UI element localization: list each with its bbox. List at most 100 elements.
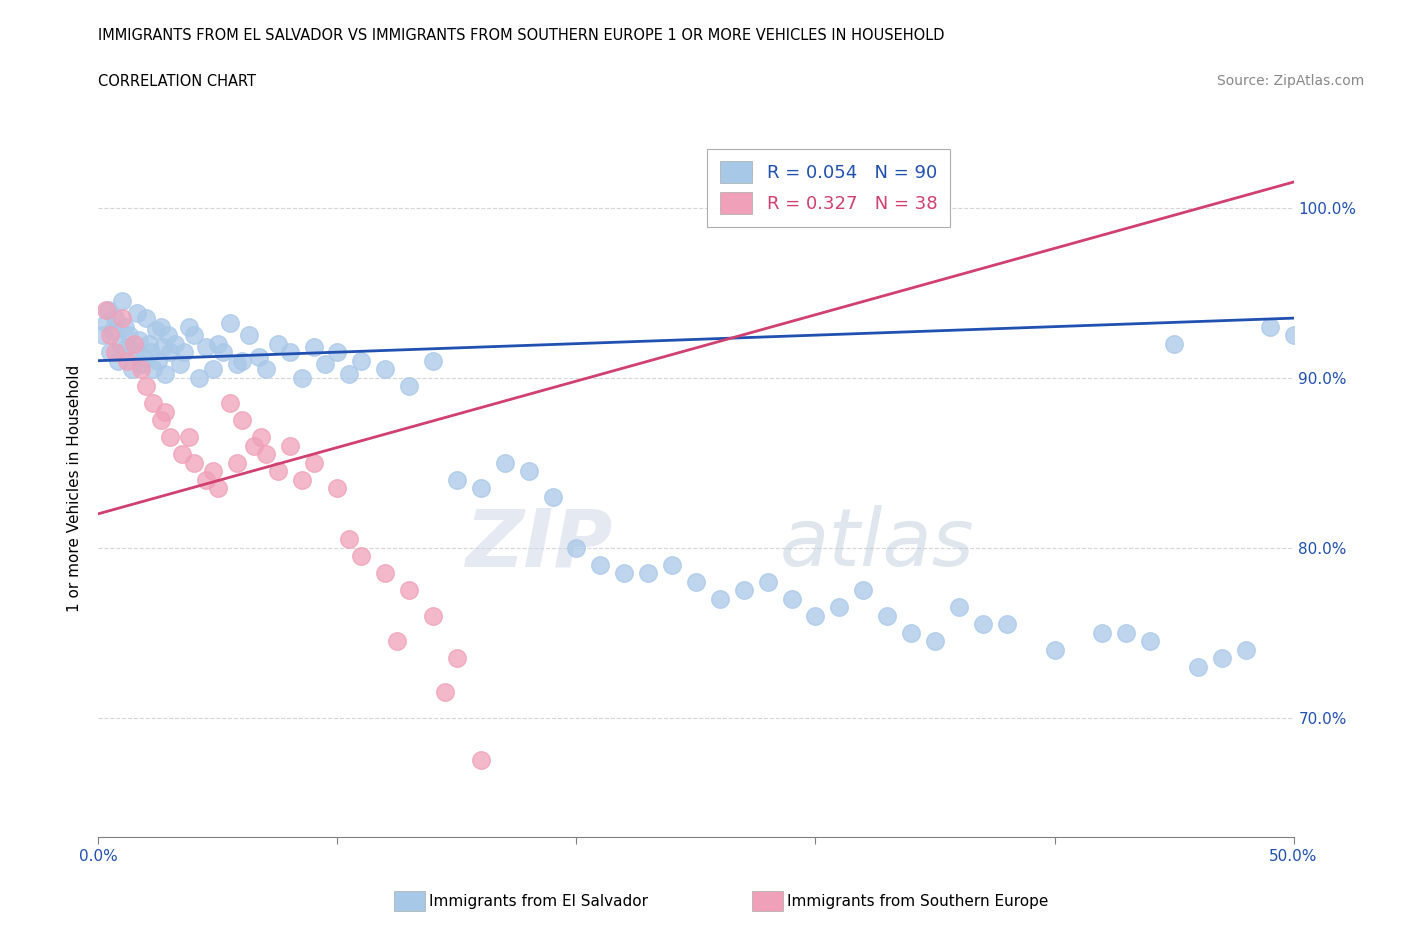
Point — [243, 438, 266, 453]
Point — [374, 362, 396, 377]
Point — [155, 366, 177, 381]
Point — [104, 345, 127, 360]
Point — [494, 456, 516, 471]
Point — [756, 575, 779, 590]
Legend: R = 0.054   N = 90, R = 0.327   N = 38: R = 0.054 N = 90, R = 0.327 N = 38 — [707, 149, 950, 227]
Point — [159, 430, 181, 445]
Point — [398, 583, 420, 598]
Point — [1043, 643, 1066, 658]
Point — [433, 685, 456, 700]
Point — [422, 353, 444, 368]
Point — [302, 456, 325, 471]
Point — [142, 396, 165, 411]
Point — [1163, 337, 1185, 352]
Point — [254, 362, 277, 377]
Point — [1211, 651, 1233, 666]
Point — [131, 356, 153, 371]
Point — [517, 464, 540, 479]
Point — [948, 600, 970, 615]
Point — [267, 337, 290, 352]
Point — [231, 353, 253, 368]
Point — [94, 302, 117, 317]
Point — [207, 337, 229, 352]
Point — [101, 323, 124, 338]
Point — [173, 345, 195, 360]
Point — [900, 625, 922, 640]
Point — [111, 311, 134, 325]
Point — [124, 345, 146, 360]
Point — [339, 532, 360, 547]
Point — [135, 311, 157, 325]
Point — [219, 396, 242, 411]
Point — [226, 456, 249, 471]
Point — [145, 323, 167, 338]
Point — [183, 456, 205, 471]
Point — [156, 327, 179, 342]
Point — [924, 634, 946, 649]
Point — [104, 311, 127, 325]
Point — [131, 362, 153, 377]
Point — [374, 565, 396, 580]
Point — [202, 362, 225, 377]
Point — [107, 353, 129, 368]
Point — [125, 306, 148, 321]
Point — [179, 430, 201, 445]
Point — [211, 345, 233, 360]
Point — [589, 557, 612, 572]
Y-axis label: 1 or more Vehicles in Household: 1 or more Vehicles in Household — [67, 365, 83, 612]
Point — [114, 319, 136, 334]
Point — [172, 446, 194, 461]
Point — [169, 356, 191, 371]
Point — [709, 591, 731, 606]
Point — [183, 327, 205, 342]
Point — [91, 327, 114, 342]
Point — [219, 316, 242, 331]
Point — [194, 472, 218, 487]
Point — [398, 379, 420, 393]
Point — [637, 565, 659, 580]
Text: ZIP: ZIP — [465, 505, 613, 583]
Point — [565, 540, 588, 555]
Point — [108, 337, 131, 352]
Point — [132, 350, 155, 365]
Point — [1187, 659, 1209, 674]
Point — [302, 339, 325, 354]
Point — [446, 472, 468, 487]
Text: Immigrants from El Salvador: Immigrants from El Salvador — [429, 894, 648, 909]
Point — [290, 370, 312, 385]
Point — [231, 413, 253, 428]
Point — [350, 549, 373, 564]
Point — [163, 337, 186, 352]
Point — [470, 481, 492, 496]
Point — [733, 583, 755, 598]
Point — [350, 353, 373, 368]
Point — [139, 345, 162, 360]
Point — [661, 557, 683, 572]
Point — [149, 319, 172, 334]
Point — [339, 366, 360, 381]
Point — [238, 327, 260, 342]
Point — [97, 302, 120, 317]
Point — [470, 753, 492, 768]
Point — [128, 333, 150, 348]
Point — [202, 464, 225, 479]
Point — [780, 591, 803, 606]
Point — [315, 356, 337, 371]
Point — [207, 481, 229, 496]
Point — [685, 575, 707, 590]
Text: Immigrants from Southern Europe: Immigrants from Southern Europe — [787, 894, 1049, 909]
Point — [1115, 625, 1137, 640]
Point — [852, 583, 875, 598]
Point — [135, 379, 157, 393]
Text: Source: ZipAtlas.com: Source: ZipAtlas.com — [1216, 74, 1364, 88]
Point — [94, 316, 117, 331]
Point — [98, 345, 122, 360]
Text: CORRELATION CHART: CORRELATION CHART — [98, 74, 256, 89]
Point — [179, 319, 201, 334]
Point — [98, 327, 122, 342]
Point — [138, 337, 160, 352]
Point — [876, 608, 898, 623]
Point — [972, 617, 994, 631]
Point — [115, 339, 138, 354]
Point — [111, 294, 134, 309]
